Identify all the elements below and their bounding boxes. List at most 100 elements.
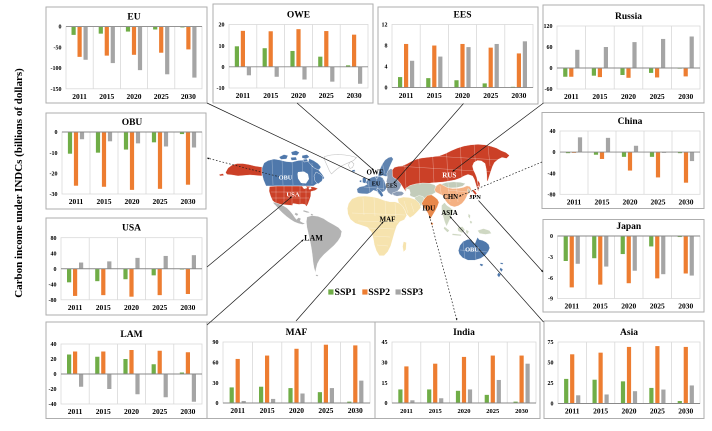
svg-text:MAF: MAF <box>380 216 396 224</box>
svg-text:0: 0 <box>222 65 225 71</box>
svg-text:2015: 2015 <box>595 198 610 207</box>
svg-text:0: 0 <box>551 402 554 408</box>
svg-text:MAF: MAF <box>286 328 308 338</box>
svg-text:2025: 2025 <box>650 92 665 101</box>
svg-text:2020: 2020 <box>621 92 636 101</box>
svg-text:-40: -40 <box>49 282 57 288</box>
svg-text:2025: 2025 <box>153 197 168 206</box>
svg-text:2011: 2011 <box>564 92 579 101</box>
svg-text:-100: -100 <box>51 66 62 72</box>
svg-text:-3: -3 <box>548 255 553 261</box>
svg-text:4: 4 <box>385 65 388 71</box>
svg-text:OWE: OWE <box>366 168 383 176</box>
svg-text:2011: 2011 <box>68 303 83 312</box>
svg-text:2030: 2030 <box>511 91 526 100</box>
svg-text:2020: 2020 <box>124 407 139 416</box>
svg-text:EU: EU <box>372 180 381 187</box>
svg-text:15: 15 <box>382 381 388 387</box>
svg-text:2015: 2015 <box>429 408 443 415</box>
svg-text:90: 90 <box>213 340 219 346</box>
svg-text:2025: 2025 <box>651 198 666 207</box>
svg-text:2025: 2025 <box>152 303 167 312</box>
svg-text:0: 0 <box>55 130 58 136</box>
svg-text:2015: 2015 <box>260 406 275 415</box>
svg-text:40: 40 <box>51 251 57 257</box>
svg-text:2015: 2015 <box>592 92 607 101</box>
svg-text:2020: 2020 <box>621 302 636 311</box>
svg-text:0: 0 <box>54 372 57 378</box>
svg-text:2025: 2025 <box>650 407 665 416</box>
svg-text:-10: -10 <box>217 86 225 92</box>
svg-text:RUS: RUS <box>442 172 456 180</box>
svg-text:80: 80 <box>51 236 57 242</box>
svg-text:Russia: Russia <box>615 12 642 22</box>
svg-text:2020: 2020 <box>455 91 470 100</box>
svg-text:OBU: OBU <box>465 247 479 254</box>
svg-text:2020: 2020 <box>124 303 139 312</box>
svg-text:2015: 2015 <box>593 302 608 311</box>
svg-text:SSP3: SSP3 <box>401 287 423 298</box>
svg-text:40: 40 <box>550 129 556 135</box>
svg-text:IDU: IDU <box>422 204 435 212</box>
svg-text:-40: -40 <box>548 171 556 177</box>
svg-text:2020: 2020 <box>125 197 140 206</box>
svg-text:LAM: LAM <box>304 234 323 243</box>
svg-text:EU: EU <box>127 13 140 23</box>
svg-text:India: India <box>453 328 475 338</box>
svg-text:10: 10 <box>219 44 225 50</box>
svg-text:25: 25 <box>548 381 554 387</box>
svg-text:2030: 2030 <box>347 91 362 100</box>
svg-text:SSP2: SSP2 <box>368 287 390 298</box>
svg-text:-20: -20 <box>50 171 58 177</box>
svg-text:2011: 2011 <box>69 197 84 206</box>
svg-text:30: 30 <box>213 381 219 387</box>
svg-text:CHN: CHN <box>443 194 458 201</box>
svg-text:2011: 2011 <box>565 407 580 416</box>
svg-text:-80: -80 <box>49 298 57 304</box>
svg-text:OBU: OBU <box>279 175 293 182</box>
svg-text:2030: 2030 <box>515 408 528 415</box>
svg-text:2030: 2030 <box>678 407 693 416</box>
svg-text:Carbon income under INDCs (bil: Carbon income under INDCs (billions of d… <box>13 68 25 298</box>
svg-text:2030: 2030 <box>348 406 363 415</box>
svg-text:-10: -10 <box>50 151 58 157</box>
svg-text:2011: 2011 <box>236 91 251 100</box>
svg-text:20: 20 <box>51 357 57 363</box>
svg-text:China: China <box>618 117 643 127</box>
svg-text:30: 30 <box>382 360 388 366</box>
svg-text:2020: 2020 <box>127 92 142 101</box>
svg-text:60: 60 <box>213 360 219 366</box>
svg-text:2015: 2015 <box>427 91 442 100</box>
svg-text:2030: 2030 <box>180 303 195 312</box>
svg-text:2011: 2011 <box>565 302 580 311</box>
svg-text:2015: 2015 <box>96 303 111 312</box>
svg-text:USA: USA <box>286 192 299 199</box>
svg-text:2015: 2015 <box>99 92 114 101</box>
svg-text:2025: 2025 <box>319 91 334 100</box>
svg-text:2020: 2020 <box>289 406 304 415</box>
svg-text:75: 75 <box>548 340 554 346</box>
svg-text:LAM: LAM <box>120 330 142 340</box>
svg-text:0: 0 <box>550 66 553 72</box>
svg-text:-6: -6 <box>548 276 553 282</box>
svg-text:-80: -80 <box>548 192 556 198</box>
svg-text:Asia: Asia <box>620 328 638 338</box>
svg-text:0: 0 <box>54 267 57 273</box>
svg-text:2025: 2025 <box>152 407 167 416</box>
svg-text:2020: 2020 <box>622 407 637 416</box>
svg-text:SSP1: SSP1 <box>335 287 357 298</box>
svg-text:OBU: OBU <box>122 118 143 128</box>
svg-text:0: 0 <box>59 25 62 31</box>
svg-text:-30: -30 <box>50 192 58 198</box>
svg-text:2030: 2030 <box>180 407 195 416</box>
svg-text:2025: 2025 <box>318 406 333 415</box>
svg-text:0: 0 <box>553 150 556 156</box>
svg-text:2025: 2025 <box>650 302 665 311</box>
svg-text:-60: -60 <box>545 87 553 93</box>
svg-text:0: 0 <box>385 86 388 92</box>
svg-text:2015: 2015 <box>97 197 112 206</box>
svg-text:2020: 2020 <box>623 198 638 207</box>
svg-text:20: 20 <box>219 23 225 29</box>
svg-text:2030: 2030 <box>181 197 196 206</box>
svg-text:2025: 2025 <box>483 91 498 100</box>
